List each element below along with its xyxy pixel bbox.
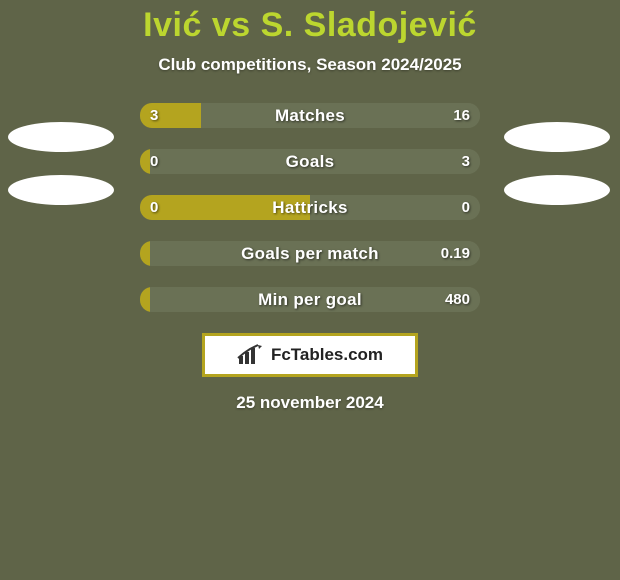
brand-chart-icon [237,344,265,366]
comparison-subtitle: Club competitions, Season 2024/2025 [0,55,620,75]
stat-row: 316Matches [140,103,480,128]
brand-badge: FcTables.com [202,333,418,377]
stat-label: Goals [140,149,480,174]
stat-row: 03Goals [140,149,480,174]
footer-date: 25 november 2024 [0,393,620,413]
stat-label: Min per goal [140,287,480,312]
stat-row: 480Min per goal [140,287,480,312]
stat-row: 00Hattricks [140,195,480,220]
brand-text: FcTables.com [271,345,383,365]
stat-label: Hattricks [140,195,480,220]
stats-bars-area: 316Matches 03Goals 00Hattricks 0.19Goals pe… [0,103,620,312]
widget-container: Ivić vs S. Sladojević Club competitions,… [0,0,620,580]
stat-label: Matches [140,103,480,128]
stat-row: 0.19Goals per match [140,241,480,266]
stat-label: Goals per match [140,241,480,266]
comparison-title: Ivić vs S. Sladojević [0,6,620,45]
